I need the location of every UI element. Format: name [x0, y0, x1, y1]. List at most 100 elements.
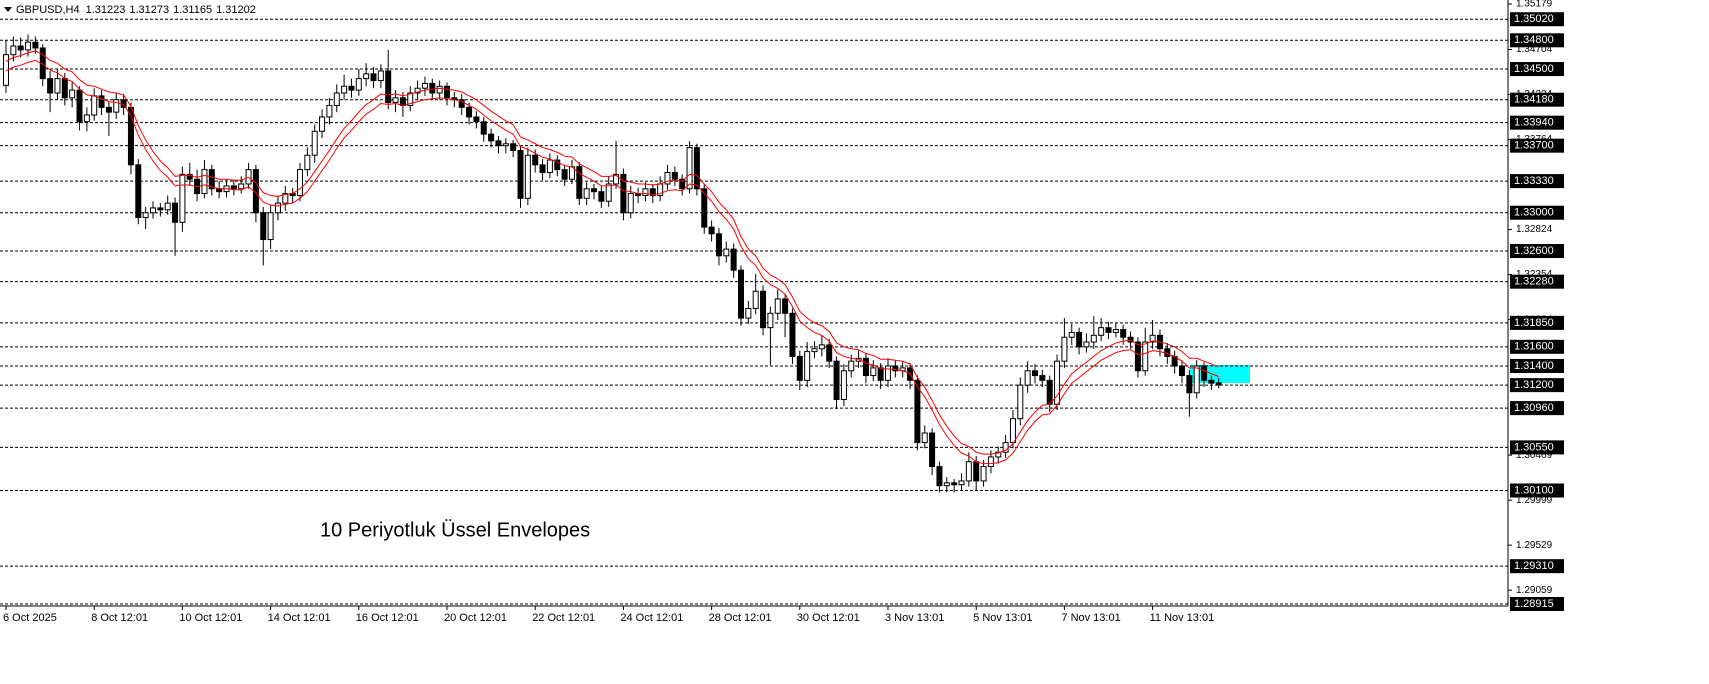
- candle-body: [1215, 382, 1222, 386]
- level-label: 1.31200: [1514, 379, 1554, 391]
- candle-body: [414, 87, 421, 94]
- level-label: 1.33700: [1514, 140, 1554, 152]
- level-box: [1510, 92, 1564, 107]
- candle-body: [591, 188, 597, 193]
- envelope-line: [5, 50, 1219, 455]
- candle-body: [649, 188, 656, 196]
- candle-body: [517, 149, 524, 199]
- candle-body: [1120, 329, 1127, 338]
- level-box: [1510, 401, 1564, 416]
- candle-body: [25, 41, 32, 51]
- candle-body: [708, 226, 715, 235]
- candle-body: [1039, 375, 1046, 381]
- candle-body: [54, 78, 61, 94]
- candle-body: [870, 367, 877, 377]
- candle-body: [627, 193, 634, 214]
- candle-body: [951, 482, 958, 486]
- candle-body: [274, 202, 281, 214]
- level-label: 1.35020: [1514, 13, 1554, 25]
- candle-body: [444, 85, 450, 99]
- level-label: 1.33000: [1514, 207, 1554, 219]
- candle-body: [113, 99, 120, 113]
- y-tick-label: 1.35179: [1516, 0, 1553, 10]
- candle-body: [458, 99, 465, 108]
- candle-body: [260, 212, 267, 241]
- level-box: [1510, 274, 1564, 289]
- level-box: [1510, 205, 1564, 220]
- level-box: [1510, 244, 1564, 259]
- candle-body: [1090, 334, 1097, 343]
- candle-body: [69, 89, 76, 99]
- level-box: [1510, 339, 1564, 354]
- level-box: [1510, 12, 1564, 27]
- candle-body: [738, 269, 744, 319]
- candle-body: [488, 133, 495, 142]
- candle-body: [576, 166, 583, 199]
- candle-body: [1201, 365, 1208, 381]
- level-box: [1510, 174, 1564, 189]
- candle-body: [965, 461, 972, 482]
- candle-body: [554, 159, 561, 171]
- candle-body: [186, 173, 193, 180]
- candle-body: [1032, 370, 1038, 377]
- candle-body: [164, 202, 171, 211]
- candle-body: [1054, 360, 1061, 405]
- candle-body: [973, 461, 980, 482]
- candle-body: [1149, 334, 1156, 343]
- level-box: [1510, 62, 1564, 77]
- candle-body: [605, 183, 612, 202]
- level-box: [1510, 559, 1564, 574]
- candle-body: [796, 355, 803, 381]
- candle-body: [47, 78, 54, 94]
- level-box: [1510, 115, 1564, 130]
- candle-body: [980, 466, 987, 482]
- candle-body: [1046, 379, 1053, 405]
- candle-body: [1098, 327, 1105, 336]
- candle-body: [172, 202, 179, 223]
- candle-body: [238, 183, 245, 190]
- candle-body: [987, 456, 994, 468]
- x-tick-label: 7 Nov 13:01: [1061, 612, 1120, 624]
- open: 1.31223: [86, 4, 126, 16]
- candle-body: [848, 360, 855, 372]
- x-tick-label: 11 Nov 13:01: [1150, 612, 1215, 624]
- candle-body: [1083, 341, 1090, 348]
- candle-body: [929, 432, 936, 468]
- candle-body: [208, 169, 215, 190]
- candle-body: [61, 78, 68, 99]
- candle-body: [1024, 370, 1031, 386]
- level-box: [1510, 315, 1564, 330]
- candle-body: [1186, 375, 1193, 394]
- candle-body: [921, 432, 928, 444]
- candle-body: [17, 45, 24, 51]
- level-label: 1.33330: [1514, 175, 1554, 187]
- high: 1.31273: [129, 4, 169, 16]
- level-label: 1.28915: [1514, 598, 1554, 610]
- candle-body: [532, 154, 539, 166]
- candle-body: [1112, 329, 1119, 333]
- candle-body: [399, 97, 406, 106]
- candle-body: [892, 365, 899, 372]
- x-tick-label: 6 Oct 2025: [3, 612, 57, 624]
- low: 1.31165: [173, 4, 212, 16]
- level-label: 1.34800: [1514, 34, 1554, 46]
- level-label: 1.34180: [1514, 94, 1554, 106]
- y-tick-label: 1.34704: [1516, 44, 1553, 55]
- candle-body: [201, 169, 208, 195]
- candle-body: [1142, 341, 1149, 372]
- close: 1.31202: [216, 4, 256, 16]
- candle-body: [539, 164, 546, 173]
- candle-body: [774, 298, 781, 314]
- candle-body: [943, 482, 950, 487]
- level-label: 1.31600: [1514, 341, 1554, 353]
- candle-body: [1009, 418, 1016, 444]
- candle-body: [767, 312, 774, 329]
- symbol: GBPUSD,H4: [16, 4, 80, 16]
- candle-body: [311, 130, 318, 156]
- y-tick-label: 1.30469: [1516, 450, 1553, 461]
- background: [0, 0, 1709, 630]
- candle-body: [363, 73, 370, 80]
- x-tick-label: 22 Oct 12:01: [532, 612, 595, 624]
- candle-body: [466, 106, 473, 118]
- candle-body: [671, 171, 678, 180]
